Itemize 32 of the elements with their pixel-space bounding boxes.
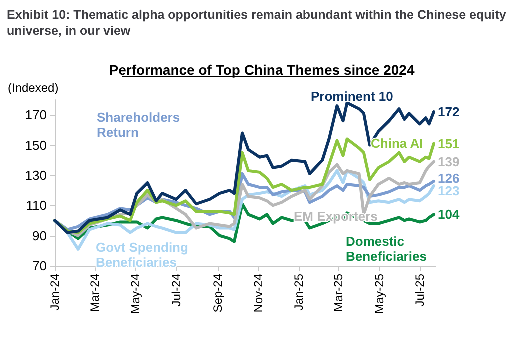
y-tick-label: 130 <box>25 168 47 183</box>
x-tick-label: Nov-24 <box>252 274 266 313</box>
line-series <box>54 138 436 234</box>
y-tick-label: 110 <box>26 198 47 214</box>
series-label: Govt Spending Beneficiaries <box>96 240 188 270</box>
data-label: 126 <box>438 170 460 186</box>
data-label: 139 <box>438 154 460 170</box>
series-label: Domestic Beneficiaries <box>346 234 427 264</box>
text: Shareholders Return <box>97 110 180 140</box>
chart-title: Exhibit 10: Thematic alpha opportunities remain abundant within the Chinese equity universe, in our view <box>7 8 510 38</box>
x-tick-label: Mar-25 <box>332 274 346 312</box>
chart-subtitle: Performance of Top China Themes since 2024 <box>109 62 415 78</box>
y-tick-label: 170 <box>25 108 47 123</box>
x-tick-label: May-24 <box>128 274 143 314</box>
y-axis-title: (Indexed) <box>8 81 59 95</box>
y-tick-label: 90 <box>32 228 47 244</box>
y-tick-label: 70 <box>32 258 47 274</box>
x-tick-label: Jan-24 <box>48 274 62 311</box>
y-tick-label: 150 <box>25 138 47 153</box>
x-tick-label: Mar-24 <box>88 274 102 312</box>
x-tick-label: Jul-25 <box>412 274 427 307</box>
data-label: 123 <box>438 184 460 199</box>
data-label: 172 <box>438 104 460 120</box>
series-label: Prominent 10 <box>311 89 394 104</box>
series-label: China AI <box>371 136 424 151</box>
x-tick-label: Sep-24 <box>210 274 225 313</box>
x-tick-label: Jan-25 <box>292 274 306 311</box>
data-label: 104 <box>438 207 460 222</box>
line-series <box>54 102 436 234</box>
x-tick-label: May-25 <box>372 274 386 314</box>
x-tick-label: Jul-24 <box>169 274 184 307</box>
data-label: 151 <box>438 136 460 152</box>
